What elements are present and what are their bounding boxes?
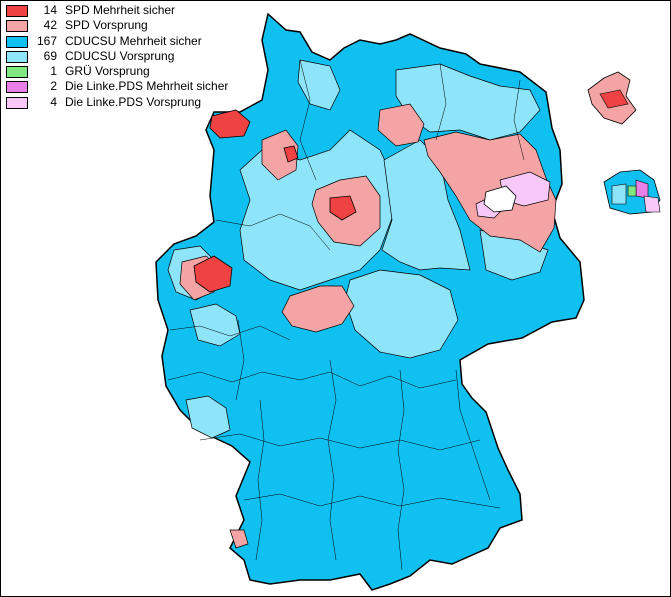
legend-count: 14 <box>43 3 57 17</box>
legend-label: Die Linke.PDS Mehrheit sicher <box>65 79 229 94</box>
region-bremen-spd-lead <box>261 129 299 181</box>
legend-count: 1 <box>50 64 57 79</box>
legend-label: CDUCSU Vorsprung <box>65 48 175 63</box>
region-schleswig-lead <box>297 59 341 111</box>
region-southwest-lead <box>185 395 231 439</box>
legend-label: Die Linke.PDS Vorsprung <box>65 94 202 109</box>
region-bremen-spd-majority <box>283 145 299 163</box>
legend-count: 69 <box>43 48 57 63</box>
legend-swatch-cducsu-majority <box>6 35 28 48</box>
region-ruhr-spd-majority <box>193 255 233 293</box>
legend-swatch-cducsu-lead <box>6 50 28 63</box>
region-emden-spd-majority <box>209 109 251 139</box>
legend-swatch-linke-majority <box>6 81 28 94</box>
inset-berlin-lead <box>611 183 627 205</box>
legend-swatch-gru-lead <box>6 66 28 79</box>
legend-count: 167 <box>36 33 57 48</box>
legend-count: 42 <box>43 18 57 33</box>
legend-swatch-spd-majority <box>6 5 28 17</box>
legend-swatch-spd-lead <box>6 20 28 33</box>
legend-label: GRÜ Vorsprung <box>65 64 150 79</box>
legend-label: CDUCSU Mehrheit sicher <box>65 33 202 48</box>
inset-berlin-gru-lead <box>627 185 637 197</box>
legend-count: 4 <box>50 94 57 109</box>
region-kassel-spd-lead <box>281 285 355 333</box>
legend-label: SPD Mehrheit sicher <box>65 3 176 17</box>
region-hanover-spd-majority <box>329 195 357 221</box>
constituency-borders <box>167 59 525 571</box>
region-thuringia-lead <box>344 269 459 359</box>
region-saarland-spd-lead <box>229 529 249 549</box>
region-mecklenburg-spd-lead <box>377 103 425 147</box>
inset-hamburg-majority <box>599 89 629 109</box>
legend-count: 2 <box>50 79 57 94</box>
legend-swatch-linke-lead <box>6 96 28 109</box>
berlin-blank <box>483 185 517 213</box>
inset-berlin-pds-lead <box>643 195 661 213</box>
legend-label: SPD Vorsprung <box>65 18 148 33</box>
